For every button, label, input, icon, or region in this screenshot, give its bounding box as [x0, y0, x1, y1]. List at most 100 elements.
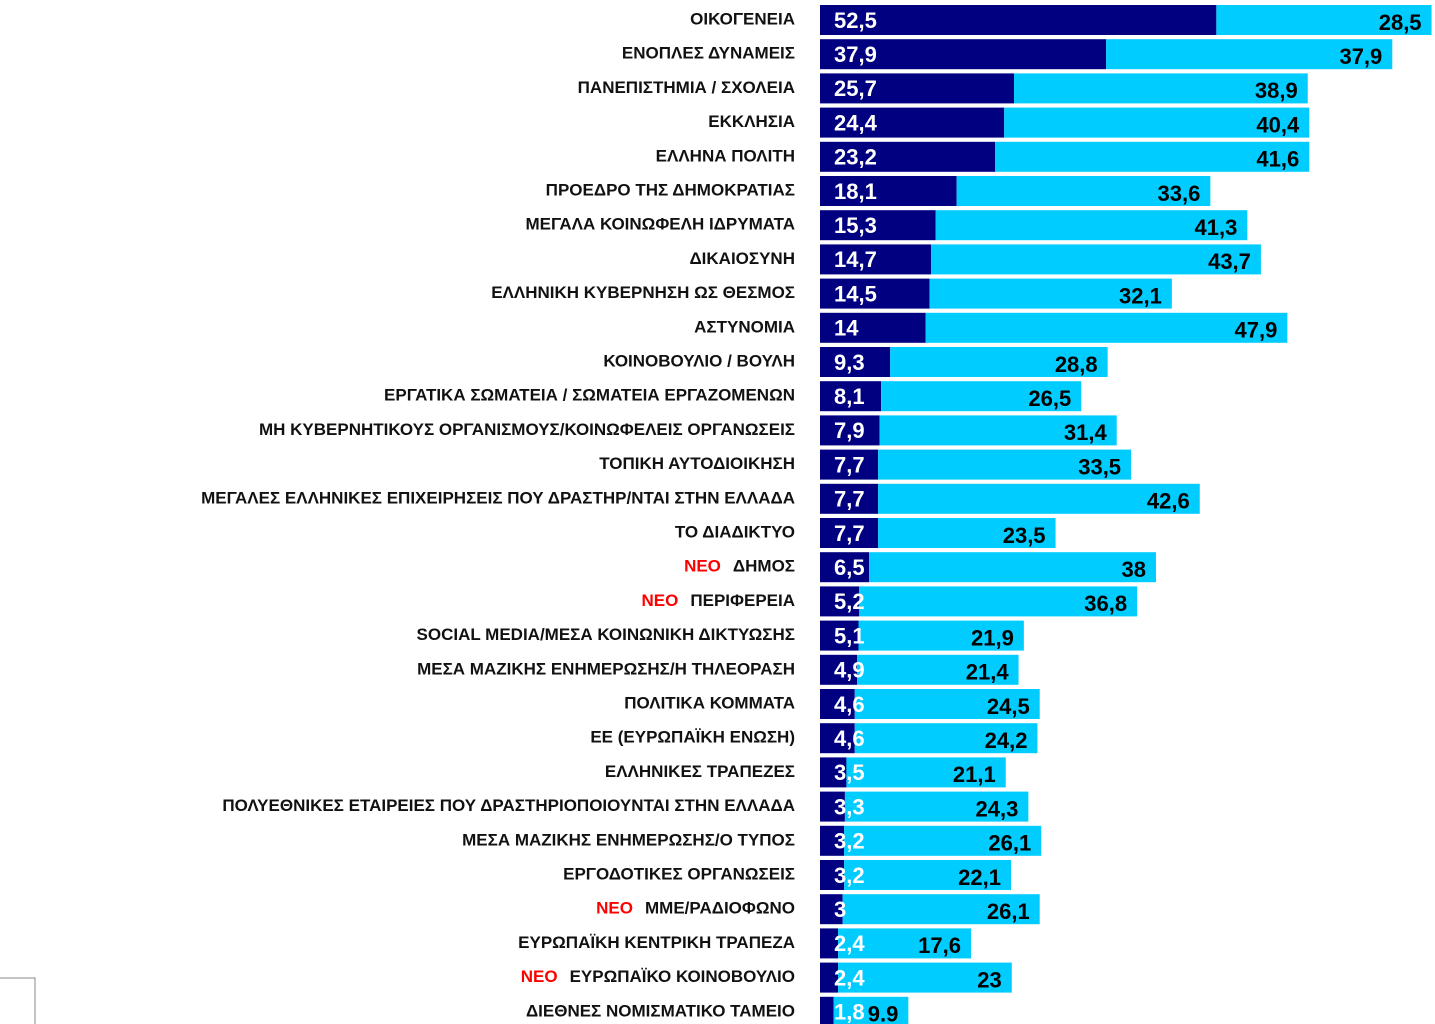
category-label: ΕΡΓΑΤΙΚΑ ΣΩΜΑΤΕΙΑ / ΣΩΜΑΤΕΙΑ ΕΡΓΑΖΟΜΕΝΩΝ [384, 386, 795, 405]
bar-segment [925, 312, 1288, 343]
bar-segment [820, 210, 936, 241]
bar-segment [856, 654, 1019, 685]
category-label: ΔΗΜΟΣ [733, 557, 795, 576]
value-label: 7,7 [834, 487, 865, 512]
category-label: ΕΡΓΟΔΟΤΙΚΕΣ ΟΡΓΑΝΩΣΕΙΣ [563, 864, 795, 883]
bar-segment [820, 757, 847, 788]
bar-segment [881, 381, 1082, 412]
value-label: 26,1 [987, 899, 1030, 924]
bar-segment [995, 141, 1310, 172]
bar-segment [820, 39, 1107, 70]
category-label: ΟΙΚΟΓΕΝΕΙΑ [690, 9, 795, 28]
value-label: 3,5 [834, 760, 865, 785]
value-label: 26,5 [1028, 386, 1071, 411]
value-label: 8,1 [834, 384, 865, 409]
category-label: ΜΗ ΚΥΒΕΡΝΗΤΙΚΟΥΣ ΟΡΓΑΝΙΣΜΟΥΣ/ΚΟΙΝΩΦΕΛΕΙΣ… [259, 420, 795, 439]
category-label: ΑΣΤΥΝΟΜΙΑ [694, 317, 795, 336]
category-label: ΔΙΕΘΝΕΣ ΝΟΜΙΣΜΑΤΙΚΟ ΤΑΜΕΙΟ [526, 1001, 795, 1020]
bar-segment [844, 791, 1029, 822]
category-label: ΚΟΙΝΟΒΟΥΛΙΟ / ΒΟΥΛΗ [603, 351, 795, 370]
bar-segment [869, 552, 1156, 583]
bar-segment [844, 825, 1042, 856]
value-label: 32,1 [1119, 283, 1162, 308]
bar-segment [820, 73, 1015, 104]
value-label: 25,7 [834, 76, 877, 101]
bar-segment [854, 689, 1040, 719]
value-label: 21,9 [971, 625, 1014, 650]
bar-segment [820, 894, 843, 925]
value-label: 40,4 [1256, 112, 1300, 137]
value-label: 3 [834, 897, 846, 922]
bar-segment [820, 381, 882, 412]
new-tag: ΝΕΟ [684, 557, 721, 576]
value-label: 23,5 [1003, 523, 1046, 548]
bar-segment [820, 689, 855, 719]
bar-segment [820, 654, 857, 685]
bar-segment [820, 586, 860, 617]
category-label: ΕΝΟΠΛΕΣ ΔΥΝΑΜΕΙΣ [622, 44, 795, 63]
category-label: ΕΥΡΩΠΑΪΚΗ ΚΕΝΤΡΙΚΗ ΤΡΑΠΕΖΑ [518, 933, 795, 952]
value-label: 7,7 [834, 452, 865, 477]
value-label: 4,6 [834, 726, 865, 751]
category-label: ΤΟ ΔΙΑΔΙΚΤΥΟ [675, 522, 795, 541]
new-tag: ΝΕΟ [596, 899, 633, 918]
value-label: 28,8 [1055, 352, 1098, 377]
value-label: 33,5 [1078, 454, 1121, 479]
category-label: ΠΟΛΥΕΘΝΙΚΕΣ ΕΤΑΙΡΕΙΕΣ ΠΟΥ ΔΡΑΣΤΗΡΙΟΠΟΙΟΥ… [222, 796, 795, 815]
value-label: 9.9 [868, 1002, 899, 1024]
bar-segment [854, 723, 1038, 754]
value-label: 23,2 [834, 145, 877, 170]
bar-segment [820, 244, 931, 275]
bar-segment [878, 483, 1200, 514]
bar-segment [878, 449, 1132, 480]
category-label: ΤΟΠΙΚΗ ΑΥΤΟΔΙΟΙΚΗΣΗ [599, 454, 795, 473]
category-label: ΕΛΛΗΝΙΚΗ ΚΥΒΕΡΝΗΣΗ ΩΣ ΘΕΣΜΟΣ [491, 283, 795, 302]
value-label: 1,8 [834, 1000, 865, 1024]
value-label: 42,6 [1147, 489, 1190, 514]
bar-segment [858, 620, 1024, 651]
value-label: 28,5 [1379, 10, 1422, 35]
value-label: 47,9 [1235, 318, 1278, 343]
value-label: 7,7 [834, 521, 865, 546]
bar-segment [820, 791, 845, 822]
value-label: 14,7 [834, 247, 877, 272]
bar-segment [820, 107, 1005, 138]
value-label: 36,8 [1084, 591, 1127, 616]
value-label: 41,3 [1195, 215, 1238, 240]
value-label: 24,5 [987, 694, 1030, 719]
value-label: 15,3 [834, 213, 877, 238]
bar-segment [820, 723, 855, 754]
new-tag: ΝΕΟ [521, 967, 558, 986]
category-label: ΜΕΣΑ ΜΑΖΙΚΗΣ ΕΝΗΜΕΡΩΣΗΣ/Η ΤΗΛΕΟΡΑΣΗ [417, 659, 795, 678]
bar-segment [833, 996, 909, 1024]
bar-segment [956, 176, 1211, 206]
value-label: 2,4 [834, 931, 865, 956]
bar-segment [859, 586, 1138, 617]
value-label: 17,6 [918, 933, 961, 958]
bar-segment [846, 757, 1006, 788]
bar-segment [820, 312, 926, 343]
value-label: 3,3 [834, 794, 865, 819]
bar-segment [820, 928, 839, 959]
category-label: ΜΕΣΑ ΜΑΖΙΚΗΣ ΕΝΗΜΕΡΩΣΗΣ/Ο ΤΥΠΟΣ [462, 830, 795, 849]
value-label: 24,4 [834, 110, 878, 135]
value-label: 21,4 [966, 660, 1010, 685]
bar-segment [820, 141, 996, 172]
category-label: ΔΙΚΑΙΟΣΥΝΗ [689, 249, 795, 268]
category-label: ΜΜΕ/ΡΑΔΙΟΦΩΝΟ [645, 899, 795, 918]
bar-segment [820, 996, 834, 1024]
value-label: 37,9 [834, 42, 877, 67]
bar-segment [820, 552, 870, 583]
bar-segment [879, 415, 1117, 446]
value-label: 14,5 [834, 281, 877, 306]
value-label: 7,9 [834, 418, 865, 443]
value-label: 5,1 [834, 623, 865, 648]
value-label: 43,7 [1208, 249, 1251, 274]
category-label: ΕΛΛΗΝΙΚΕΣ ΤΡΑΠΕΖΕΣ [605, 762, 795, 781]
bar-segment [929, 278, 1172, 309]
bar-segment [890, 347, 1108, 377]
value-label: 24,3 [976, 796, 1019, 821]
value-label: 21,1 [953, 762, 996, 787]
